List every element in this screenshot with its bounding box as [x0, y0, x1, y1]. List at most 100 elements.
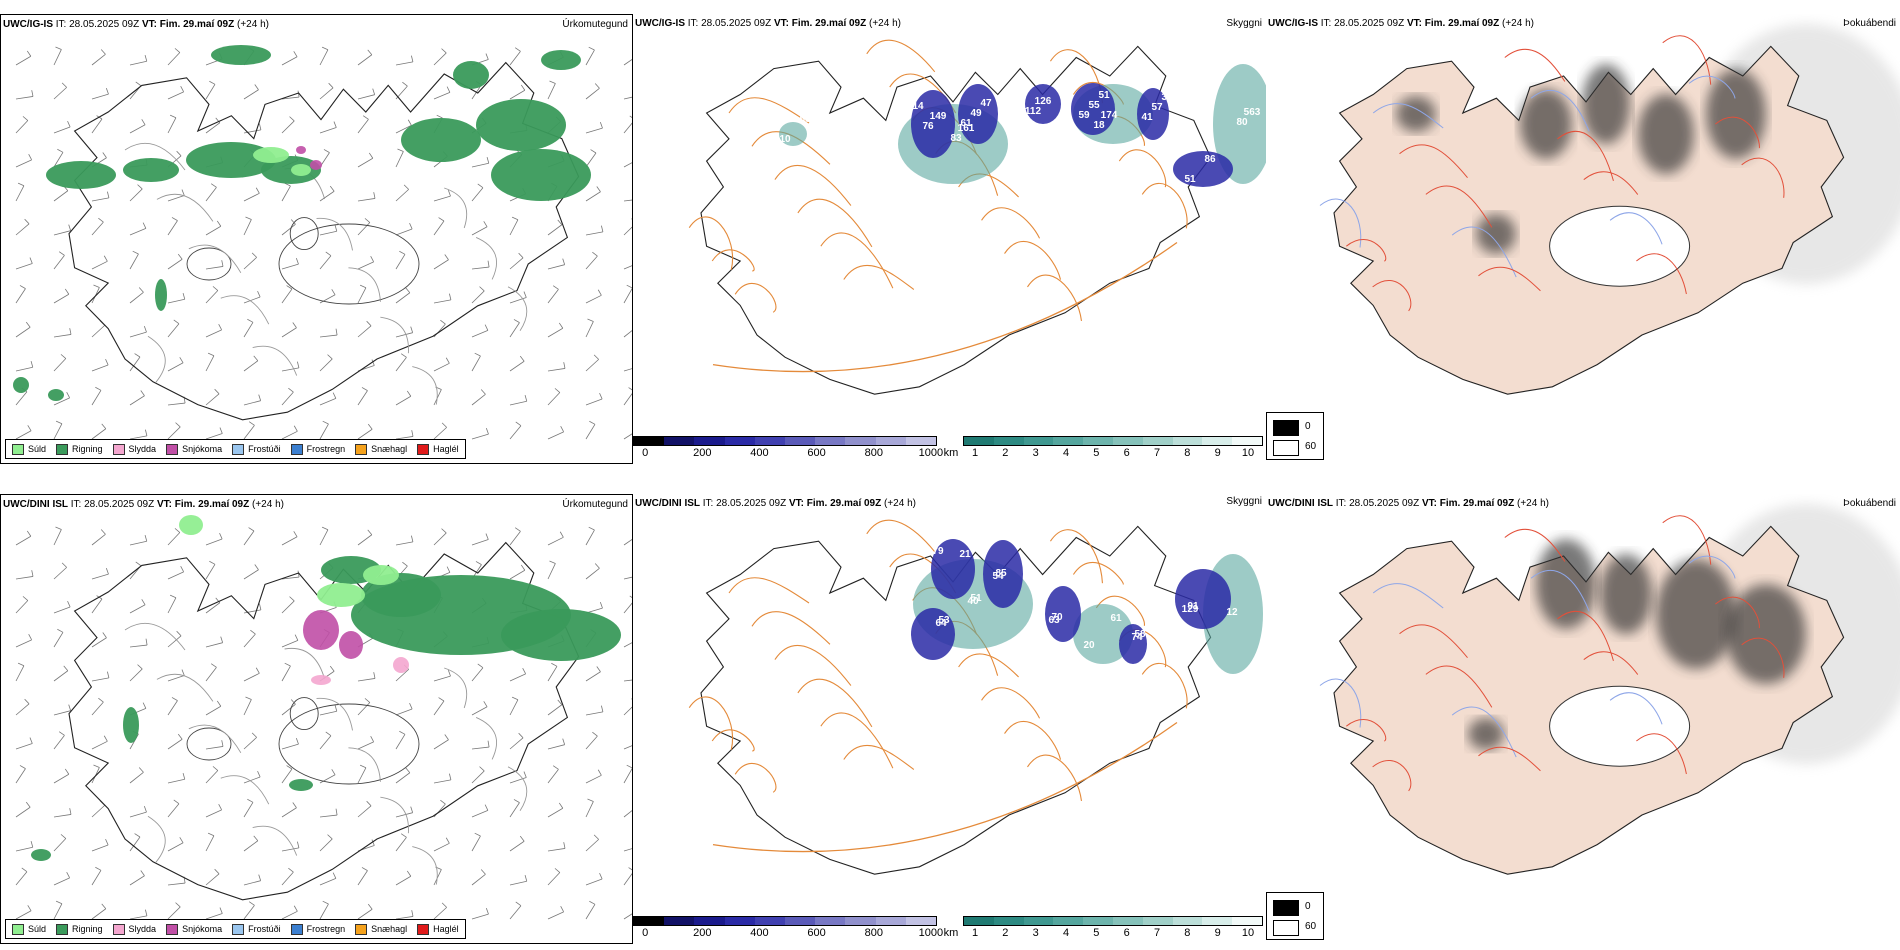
- wind-barb-flag: [100, 529, 106, 535]
- wind-barb-shaft: [53, 397, 70, 406]
- wind-barb: [91, 49, 106, 66]
- colorbar-tick: 4: [1062, 447, 1070, 459]
- wind-barb: [471, 663, 484, 682]
- wind-barb-flag: [399, 730, 406, 735]
- wind-barb-shaft: [623, 805, 632, 818]
- wind-barb-shaft: [585, 529, 595, 546]
- wind-barb-flag: [513, 799, 520, 803]
- wind-barb-flag: [171, 217, 178, 221]
- wind-barb: [53, 704, 72, 716]
- wind-barb-flag: [135, 561, 142, 567]
- wind-barb: [585, 798, 594, 818]
- wind-barb-shaft: [547, 848, 566, 852]
- wind-barb-shaft: [319, 334, 338, 338]
- drizzle-area: [291, 164, 311, 176]
- wind-barb: [585, 731, 598, 750]
- wind-barb-shaft: [585, 294, 602, 304]
- cloud-base-area: [1045, 586, 1081, 642]
- fog-area: [1726, 584, 1806, 684]
- wind-barb-flag: [364, 218, 371, 223]
- wind-barb-shaft: [53, 423, 63, 440]
- wind-barb-flag: [372, 88, 376, 95]
- wind-barb: [585, 420, 596, 440]
- wind-barb-flag: [368, 152, 374, 159]
- wind-barb: [205, 597, 221, 614]
- wind-barb-shaft: [547, 536, 564, 546]
- wind-barb: [585, 769, 602, 784]
- wind-barb-flag: [219, 532, 223, 540]
- wind-barb-shaft: [319, 878, 337, 886]
- wind-barb-flag: [479, 766, 485, 772]
- wind-barb-shaft: [15, 600, 29, 614]
- wind-barb-flag: [180, 565, 185, 573]
- wind-barb-shaft: [243, 89, 259, 100]
- cloud-base-area: [1025, 84, 1061, 124]
- wind-barb-shaft: [53, 293, 70, 304]
- cloud-base-value: 14: [912, 101, 924, 112]
- wind-barb: [471, 804, 489, 818]
- wind-barb-shaft: [357, 198, 376, 202]
- wind-barb-shaft: [585, 87, 600, 100]
- wind-barb-shaft: [15, 535, 32, 546]
- wind-barb: [357, 387, 368, 406]
- wind-barb: [585, 526, 595, 546]
- cloud-base-value: 10: [779, 134, 791, 145]
- wind-barb-flag: [328, 82, 334, 89]
- wind-barb-shaft: [585, 774, 602, 784]
- cloud-base-value: 54: [992, 571, 1004, 582]
- legend-swatch: [355, 923, 368, 935]
- panel-header: UWC/IG-IS IT: 28.05.2025 09Z VT: Fim. 29…: [1268, 18, 1534, 29]
- wind-barb: [281, 737, 299, 750]
- wind-barb: [357, 192, 376, 202]
- glacier-outline: [1549, 685, 1691, 767]
- wind-barb-flag: [259, 123, 262, 130]
- wind-barb-shaft: [167, 700, 178, 716]
- wind-barb: [357, 735, 375, 750]
- wind-barb-flag: [173, 319, 180, 325]
- wind-barb-shaft: [281, 96, 300, 100]
- road-or-river-line: [1425, 185, 1493, 228]
- wind-barb: [15, 116, 29, 134]
- wind-barb-flag: [557, 699, 563, 706]
- wind-barb-shaft: [319, 529, 329, 546]
- wind-barb: [53, 185, 69, 202]
- rain-area: [13, 377, 29, 393]
- wind-barb-shaft: [395, 734, 406, 750]
- wind-barb-shaft: [357, 325, 372, 338]
- glacier-outline: [289, 697, 319, 731]
- wind-barb-shaft: [509, 322, 520, 338]
- wind-barb: [509, 291, 527, 304]
- wind-barb-flag: [180, 85, 185, 93]
- wind-barb-flag: [438, 697, 445, 702]
- precip-panel-top: UWC/IG-IS IT: 28.05.2025 09Z VT: Fim. 29…: [0, 14, 633, 464]
- wind-barb-shaft: [281, 768, 293, 784]
- panel-title: Skyggni: [1226, 496, 1262, 507]
- wind-barb-flag: [58, 251, 65, 256]
- wind-barb: [15, 737, 33, 750]
- legend-label: Frostregn: [306, 444, 346, 454]
- wind-barb-shaft: [623, 262, 632, 270]
- wind-barb-flag: [366, 800, 372, 807]
- legend-item: Snjókoma: [166, 443, 222, 455]
- wind-barb-flag: [290, 699, 296, 705]
- wind-barb-shaft: [91, 390, 102, 406]
- wind-barb-shaft: [15, 223, 30, 236]
- wind-barb-flag: [441, 422, 447, 428]
- glacier-outline: [278, 223, 420, 305]
- wind-barb: [205, 80, 216, 100]
- wind-barb-flag: [406, 390, 412, 397]
- wind-barb: [471, 740, 490, 750]
- wind-barb-shaft: [433, 907, 447, 920]
- wind-barb: [395, 119, 412, 134]
- cloud-base-value: 40: [967, 596, 979, 607]
- wind-barb-shaft: [129, 291, 144, 304]
- wind-barb: [243, 84, 259, 100]
- cloud-base-value: 59: [1078, 110, 1090, 121]
- wind-barb-shaft: [585, 359, 599, 372]
- wind-barb: [167, 733, 183, 750]
- wind-barb-flag: [57, 628, 64, 633]
- wind-barb-shaft: [623, 158, 632, 168]
- wind-barb-flag: [587, 798, 594, 802]
- wind-barb-flag: [323, 149, 330, 153]
- wind-barb-shaft: [205, 187, 217, 202]
